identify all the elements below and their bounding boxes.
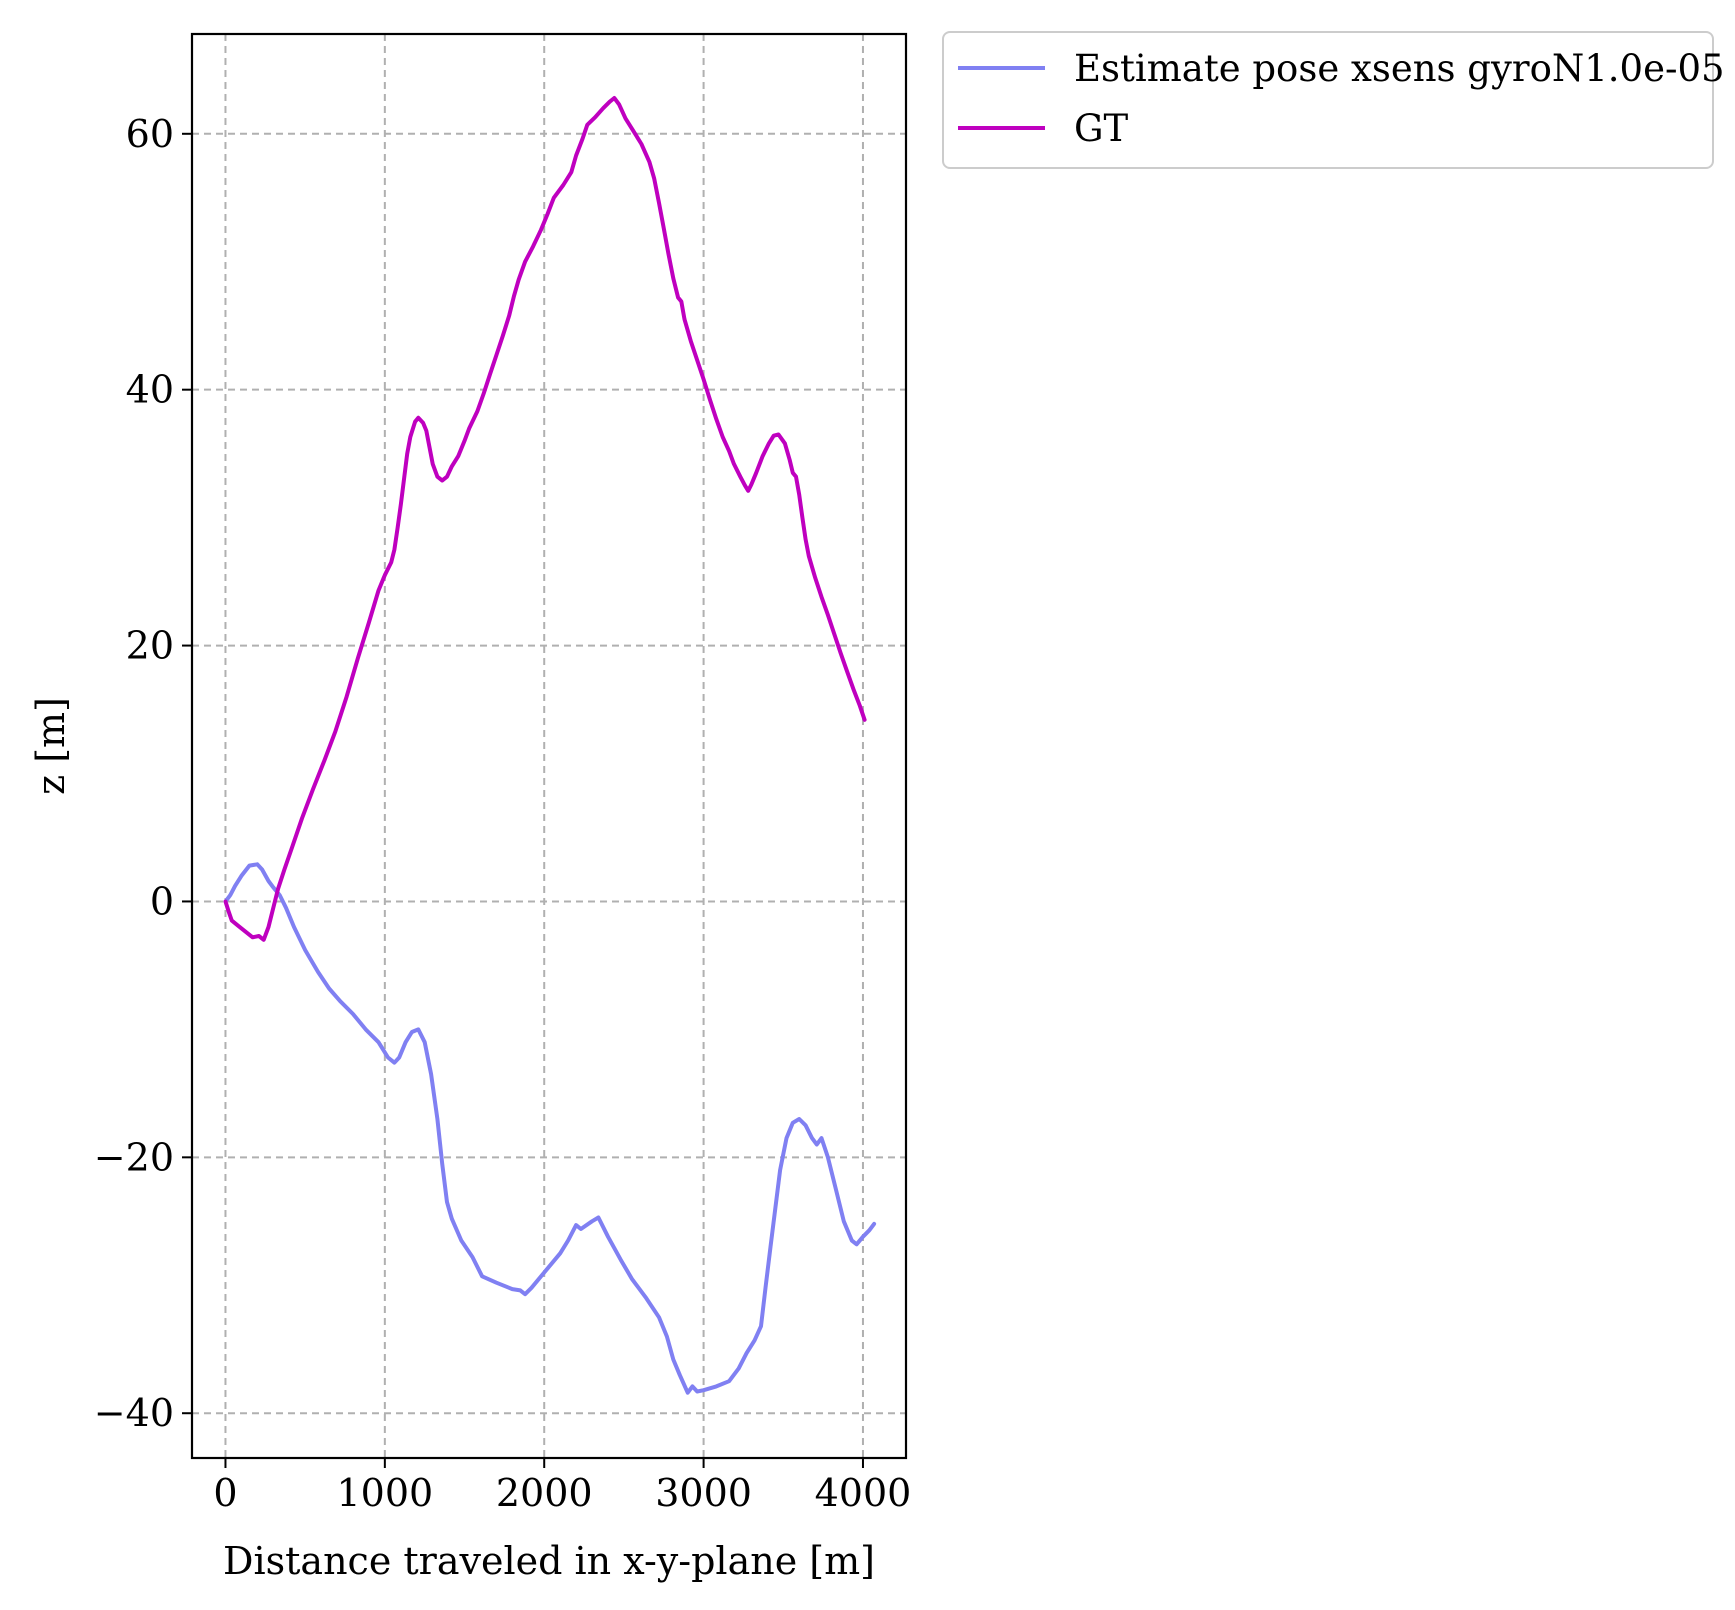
x-tick-label-3: 3000 (655, 1471, 752, 1515)
x-axis-title: Distance traveled in x-y-plane [m] (223, 1539, 875, 1583)
x-tick-label-1: 1000 (336, 1471, 433, 1515)
x-tick-label-2: 2000 (496, 1471, 593, 1515)
legend-box (942, 31, 1714, 169)
legend: Estimate pose xsens gyroN1.0e-05 GT (942, 31, 1725, 169)
y-tick-label-0: −40 (94, 1391, 174, 1435)
plot-series (223, 96, 877, 1395)
y-axis-title: z [m] (29, 697, 73, 795)
legend-label-estimate: Estimate pose xsens gyroN1.0e-05 (1074, 47, 1725, 90)
y-tick-label-4: 40 (126, 368, 174, 412)
x-tick-label-0: 0 (213, 1471, 237, 1515)
gt-line (223, 96, 867, 942)
y-tick-label-2: 0 (150, 879, 174, 923)
axis-ticks: 0 1000 2000 3000 4000 −40 −20 0 20 40 60 (94, 112, 912, 1515)
plot-frame (190, 32, 908, 1460)
y-tick-label-3: 20 (126, 624, 174, 668)
legend-label-gt: GT (1074, 107, 1129, 150)
x-tick-label-4: 4000 (815, 1471, 912, 1515)
estimate-pose-line (223, 862, 877, 1395)
y-tick-label-5: 60 (126, 112, 174, 156)
grid-lines (192, 34, 906, 1458)
y-tick-label-1: −20 (94, 1135, 174, 1179)
